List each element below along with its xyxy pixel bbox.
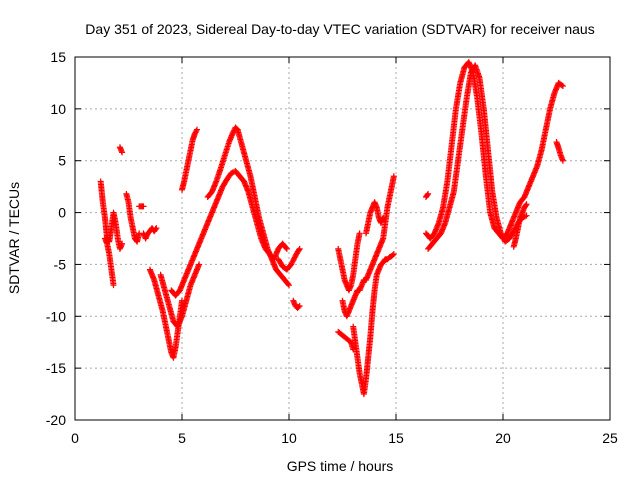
data-point xyxy=(119,240,126,247)
ticks-layer: 0 5 10 15 20 25 -20 -15 -10 -5 0 5 10 15 xyxy=(46,49,618,446)
data-point xyxy=(389,252,396,259)
data-point xyxy=(380,214,387,221)
x-tick-label: 20 xyxy=(495,430,511,446)
data-point xyxy=(193,127,200,134)
data-point xyxy=(390,251,397,258)
data-points-layer xyxy=(97,59,566,398)
data-point xyxy=(119,149,126,156)
data-point xyxy=(558,82,565,89)
x-tick-label: 25 xyxy=(602,430,618,446)
data-point xyxy=(424,191,431,198)
plot-frame xyxy=(74,56,611,421)
data-point xyxy=(140,203,147,210)
data-point xyxy=(153,225,160,232)
x-tick-label: 5 xyxy=(178,430,186,446)
y-tick-label: -5 xyxy=(54,256,67,272)
data-point xyxy=(296,245,303,252)
y-tick-label: 5 xyxy=(58,153,66,169)
data-point xyxy=(559,157,566,164)
data-point xyxy=(559,83,566,90)
data-point xyxy=(296,302,303,309)
data-point xyxy=(425,190,432,197)
data-point xyxy=(283,244,290,251)
y-tick-label: 10 xyxy=(50,101,66,117)
y-tick-label: 15 xyxy=(50,49,66,65)
data-point xyxy=(522,202,529,209)
data-point xyxy=(356,230,363,237)
x-axis-label: GPS time / hours xyxy=(287,458,394,474)
data-point xyxy=(295,246,302,253)
data-point xyxy=(193,126,200,133)
data-point xyxy=(196,261,203,268)
y-tick-label: -10 xyxy=(46,308,66,324)
data-point xyxy=(152,226,159,233)
data-point xyxy=(390,173,397,180)
data-point xyxy=(295,303,302,310)
data-point xyxy=(523,212,530,219)
y-tick-label: -15 xyxy=(46,360,66,376)
data-point xyxy=(286,282,292,289)
y-tick-label: -20 xyxy=(46,412,66,428)
chart-title: Day 351 of 2023, Sidereal Day-to-day VTE… xyxy=(85,21,594,37)
y-tick-label: 0 xyxy=(58,205,66,221)
x-tick-label: 15 xyxy=(388,430,404,446)
data-point xyxy=(523,201,530,208)
data-point xyxy=(285,281,292,288)
data-point xyxy=(110,282,117,289)
data-point xyxy=(283,245,290,252)
y-axis-label: SDTVAR / TECUs xyxy=(6,182,22,294)
x-tick-label: 10 xyxy=(281,430,297,446)
x-tick-label: 0 xyxy=(71,430,79,446)
